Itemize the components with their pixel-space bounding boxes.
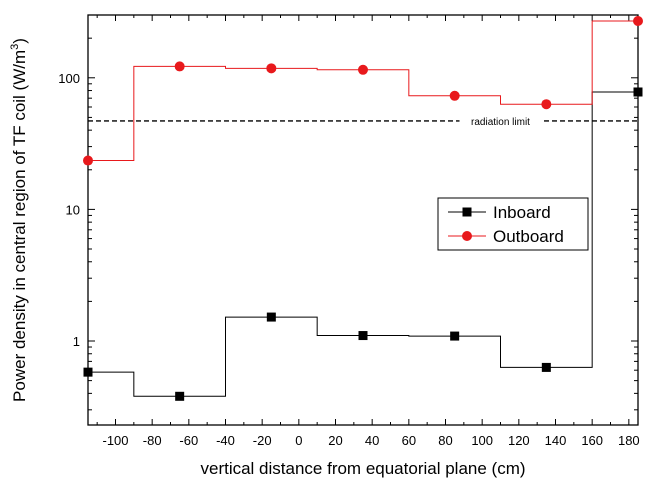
x-tick-label: 180 bbox=[618, 433, 640, 448]
legend: Inboard Outboard bbox=[437, 197, 589, 251]
outboard-step-line bbox=[88, 20, 638, 162]
y-axis-label-sup: 3 bbox=[9, 44, 21, 50]
inboard-marker bbox=[83, 367, 93, 377]
series-layer bbox=[83, 16, 643, 401]
outboard-marker bbox=[83, 155, 93, 166]
inboard-marker bbox=[450, 331, 460, 341]
y-axis-label: Power density in central region of TF co… bbox=[9, 38, 29, 402]
legend-marker bbox=[462, 207, 472, 217]
reference-line-label: radiation limit bbox=[471, 117, 530, 128]
legend-label: Inboard bbox=[493, 203, 551, 222]
x-tick-label: 20 bbox=[328, 433, 342, 448]
y-axis-label-main: Power density in central region of TF co… bbox=[10, 50, 29, 402]
outboard-marker bbox=[174, 61, 185, 72]
x-tick-label: 100 bbox=[471, 433, 493, 448]
y-tick-label: 100 bbox=[58, 71, 80, 86]
outboard-marker bbox=[541, 99, 552, 110]
x-axis-label: vertical distance from equatorial plane … bbox=[200, 459, 525, 478]
x-tick-label: 0 bbox=[295, 433, 302, 448]
outboard-marker bbox=[449, 90, 460, 101]
legend-marker bbox=[462, 231, 472, 241]
x-tick-label: -40 bbox=[216, 433, 235, 448]
reference-lines: radiation limit bbox=[88, 114, 638, 128]
x-tick-label: 60 bbox=[402, 433, 416, 448]
x-tick-label: -80 bbox=[143, 433, 162, 448]
inboard-marker bbox=[266, 312, 276, 322]
x-tick-label: 80 bbox=[438, 433, 452, 448]
outboard-marker bbox=[266, 63, 277, 74]
y-tick-label: 10 bbox=[66, 202, 80, 217]
x-tick-label: 140 bbox=[545, 433, 567, 448]
inboard-marker bbox=[541, 362, 551, 372]
inboard-marker bbox=[358, 331, 368, 341]
outboard-marker bbox=[358, 64, 368, 75]
x-tick-label: 160 bbox=[581, 433, 603, 448]
plot-area bbox=[87, 14, 639, 426]
x-tick-label: -20 bbox=[253, 433, 272, 448]
legend-box bbox=[437, 197, 589, 251]
y-tick-label: 1 bbox=[73, 334, 80, 349]
x-tick-label: -60 bbox=[179, 433, 198, 448]
x-tick-label: 120 bbox=[508, 433, 530, 448]
legend-label: Outboard bbox=[493, 227, 564, 246]
plot-frame bbox=[87, 14, 639, 426]
x-tick-label: 40 bbox=[365, 433, 379, 448]
inboard-marker bbox=[633, 87, 643, 97]
inboard-marker bbox=[175, 391, 185, 401]
outboard-marker bbox=[633, 16, 643, 27]
x-tick-label: -100 bbox=[102, 433, 128, 448]
y-axis-label-close: ) bbox=[10, 38, 29, 44]
reference-label-bg bbox=[459, 114, 542, 127]
